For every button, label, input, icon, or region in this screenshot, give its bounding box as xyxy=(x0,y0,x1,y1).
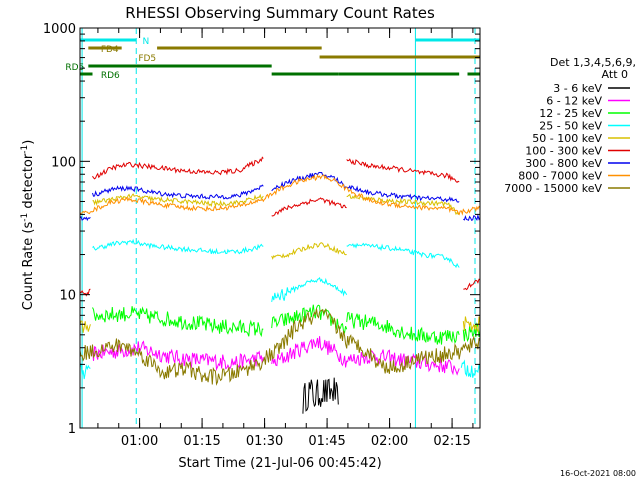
series-1-segment-1 xyxy=(271,336,348,368)
plot-frame xyxy=(79,27,481,429)
series-6-segment-0 xyxy=(79,215,91,222)
legend-label-1: 6 - 12 keV xyxy=(546,95,602,108)
series-3-segment-0 xyxy=(79,363,91,380)
series-2-segment-0 xyxy=(92,306,264,338)
legend-label-4: 50 - 100 keV xyxy=(532,132,602,145)
series-5-segment-1 xyxy=(92,156,264,180)
series-1-segment-2 xyxy=(346,349,460,376)
legend-header-line1: Det 1,3,4,5,6,9, xyxy=(550,56,636,69)
legend-label-6: 300 - 800 keV xyxy=(525,157,602,170)
series-3-segment-4 xyxy=(460,359,481,378)
series-2-segment-2 xyxy=(346,311,460,345)
x-tick-label-3: 01:45 xyxy=(308,434,345,449)
flag-label-rd6: RD6 xyxy=(101,71,120,81)
y-tick-label-0: 1 xyxy=(68,422,76,437)
series-4-segment-0 xyxy=(79,320,91,333)
x-tick-label-4: 02:00 xyxy=(371,434,408,449)
legend-label-8: 7000 - 15000 keV xyxy=(504,182,602,195)
series-3-segment-2 xyxy=(271,276,348,302)
series-5-segment-3 xyxy=(346,158,460,183)
x-tick-label-1: 01:15 xyxy=(183,434,220,449)
y-tick-label-2: 100 xyxy=(51,155,76,170)
series-0-segment-0 xyxy=(302,377,339,414)
series-4-segment-3 xyxy=(346,193,460,216)
series-5-segment-0 xyxy=(79,288,91,297)
x-tick-label-0: 01:00 xyxy=(121,434,158,449)
flag-label-fd4: FD4 xyxy=(101,45,119,55)
chart-title: RHESSI Observing Summary Count Rates xyxy=(125,4,435,22)
series-4-segment-1 xyxy=(92,193,264,208)
legend-label-2: 12 - 25 keV xyxy=(539,107,602,120)
series-6-segment-1 xyxy=(92,184,264,200)
y-axis-label: Count Rate (s-1 detector-1) xyxy=(20,140,36,311)
y-axis-label-end: ) xyxy=(21,140,36,145)
x-axis-label: Start Time (21-Jul-06 00:45:42) xyxy=(178,456,381,471)
y-tick-label-1: 10 xyxy=(59,289,76,304)
legend-label-3: 25 - 50 keV xyxy=(539,120,602,133)
y-axis-label-main: Count Rate (s xyxy=(21,222,36,311)
legend-header-line2: Att 0 xyxy=(602,68,628,81)
flag-label-n: N xyxy=(143,37,150,47)
x-tick-label-5: 02:15 xyxy=(433,434,470,449)
series-6-segment-2 xyxy=(271,171,347,192)
series-8-segment-0 xyxy=(79,308,481,386)
series-3-segment-1 xyxy=(92,238,264,255)
footer-date: 16-Oct-2021 08:00 xyxy=(560,469,636,478)
flag-label-fd5: FD5 xyxy=(138,54,156,64)
legend-label-7: 800 - 7000 keV xyxy=(518,170,602,183)
series-7-segment-0 xyxy=(79,173,481,216)
observing-flags: N FD4 FD5 RD5 RD6 xyxy=(65,37,480,81)
series-5-segment-2 xyxy=(271,197,347,217)
series-lines xyxy=(79,156,481,414)
y-axis-label-sup2: -1 xyxy=(20,145,30,154)
series-4-segment-4 xyxy=(462,316,481,334)
plot-area xyxy=(81,28,476,428)
series-1-segment-0 xyxy=(92,340,264,372)
legend-label-0: 3 - 6 keV xyxy=(553,82,602,95)
flag-label-rd5: RD5 xyxy=(65,63,84,73)
axes: 1 10 100 1000 01:00 01:15 01:30 01:45 02:00 02:15 xyxy=(43,22,480,449)
legend-label-5: 100 - 300 keV xyxy=(525,145,602,158)
y-axis-label-sup1: -1 xyxy=(20,213,30,222)
series-5-segment-4 xyxy=(463,278,481,291)
series-6-segment-3 xyxy=(346,185,460,203)
x-tick-label-2: 01:30 xyxy=(246,434,283,449)
y-tick-label-3: 1000 xyxy=(43,22,76,37)
series-6-segment-4 xyxy=(463,213,481,222)
y-axis-label-mid: detector xyxy=(21,153,36,213)
plot-border xyxy=(79,27,481,429)
series-3-segment-3 xyxy=(346,242,460,269)
series-4-segment-2 xyxy=(271,242,347,260)
